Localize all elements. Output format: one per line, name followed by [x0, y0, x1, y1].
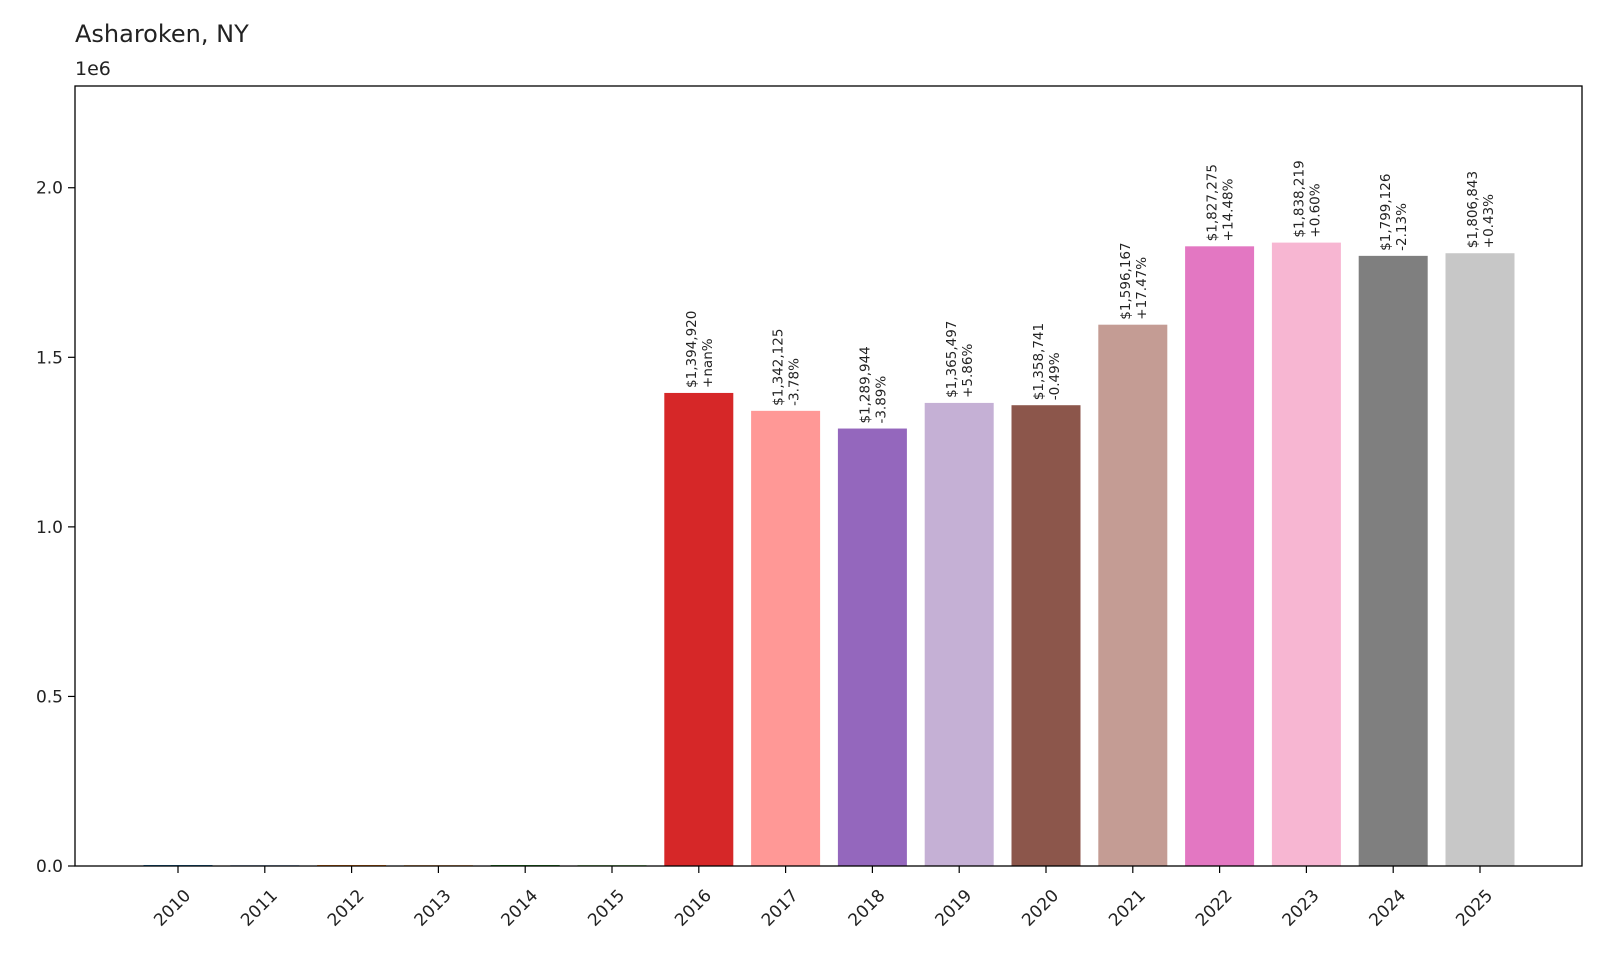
y-axis: 0.0 0.5 1.0 1.5 2.0: [36, 179, 75, 877]
plot-frame: [74, 85, 1583, 867]
x-tick-label-2025: 2025: [1452, 886, 1497, 931]
bar-value-label-2018: $1,289,944: [857, 346, 873, 423]
bar-change-label-2024: -2.13%: [1394, 203, 1410, 251]
x-tick-label-2016: 2016: [671, 886, 716, 931]
bar-value-label-2021: $1,596,167: [1118, 242, 1134, 319]
x-tick-label-2022: 2022: [1192, 886, 1237, 931]
y-tick-label-0: 0.0: [36, 857, 63, 877]
bar-2022: [1185, 246, 1255, 866]
bar-value-label-2022: $1,827,275: [1205, 164, 1221, 241]
bar-2020: [1011, 405, 1081, 866]
x-tick-label-2014: 2014: [497, 886, 542, 931]
y-axis-offset-label: 1e6: [75, 58, 111, 80]
chart-title: Asharoken, NY: [75, 20, 249, 48]
bar-change-label-2021: +17.47%: [1134, 257, 1150, 320]
bar-value-label-2019: $1,365,497: [944, 321, 960, 398]
bar-change-label-2022: +14.48%: [1221, 178, 1237, 241]
bar-2023: [1271, 242, 1341, 866]
x-tick-label-2021: 2021: [1105, 886, 1150, 931]
x-tick-label-2023: 2023: [1279, 886, 1324, 931]
bar-change-label-2017: -3.78%: [787, 358, 803, 406]
bar-value-label-2020: $1,358,741: [1031, 323, 1047, 400]
bar-change-label-2023: +0.60%: [1307, 183, 1323, 237]
x-tick-label-2017: 2017: [758, 886, 803, 931]
bar-change-label-2016: +nan%: [700, 338, 716, 388]
y-tick-label-2: 1.0: [36, 518, 63, 538]
x-tick-label-2013: 2013: [411, 886, 456, 931]
bar-value-label-2023: $1,838,219: [1291, 160, 1307, 237]
bar-2024: [1358, 255, 1428, 866]
bar-2019: [924, 402, 994, 866]
bar-change-label-2020: -0.49%: [1047, 352, 1063, 400]
bar-value-label-2024: $1,799,126: [1378, 174, 1394, 251]
bar-2017: [751, 410, 821, 866]
bar-change-label-2025: +0.43%: [1481, 194, 1497, 248]
x-tick-label-2015: 2015: [584, 886, 629, 931]
x-tick-label-2024: 2024: [1365, 886, 1410, 931]
x-tick-label-2020: 2020: [1018, 886, 1063, 931]
y-tick-label-3: 1.5: [36, 348, 63, 368]
x-tick-label-2019: 2019: [931, 886, 976, 931]
bar-change-label-2018: -3.89%: [873, 376, 889, 424]
bar-change-label-2019: +5.86%: [960, 344, 976, 398]
bars-group: [143, 242, 1515, 867]
x-tick-label-2018: 2018: [845, 886, 890, 931]
x-tick-label-2011: 2011: [237, 886, 282, 931]
x-tick-label-2010: 2010: [150, 886, 195, 931]
x-axis: 2010 2011 2012 2013 2014 2015 2016 2017 2018 2019…: [150, 866, 1497, 931]
bar-2018: [837, 428, 907, 866]
bar-value-label-2017: $1,342,125: [771, 329, 787, 406]
bar-2021: [1098, 324, 1168, 867]
bar-value-label-2016: $1,394,920: [684, 311, 700, 388]
bar-labels-group: $1,394,920 +nan% $1,342,125 -3.78% $1,289,94…: [684, 160, 1497, 423]
x-tick-label-2012: 2012: [324, 886, 369, 931]
y-tick-label-4: 2.0: [36, 179, 63, 199]
bar-2016: [664, 392, 734, 866]
y-tick-label-1: 0.5: [36, 687, 63, 707]
bar-value-label-2025: $1,806,843: [1465, 171, 1481, 248]
bar-2025: [1445, 253, 1515, 866]
